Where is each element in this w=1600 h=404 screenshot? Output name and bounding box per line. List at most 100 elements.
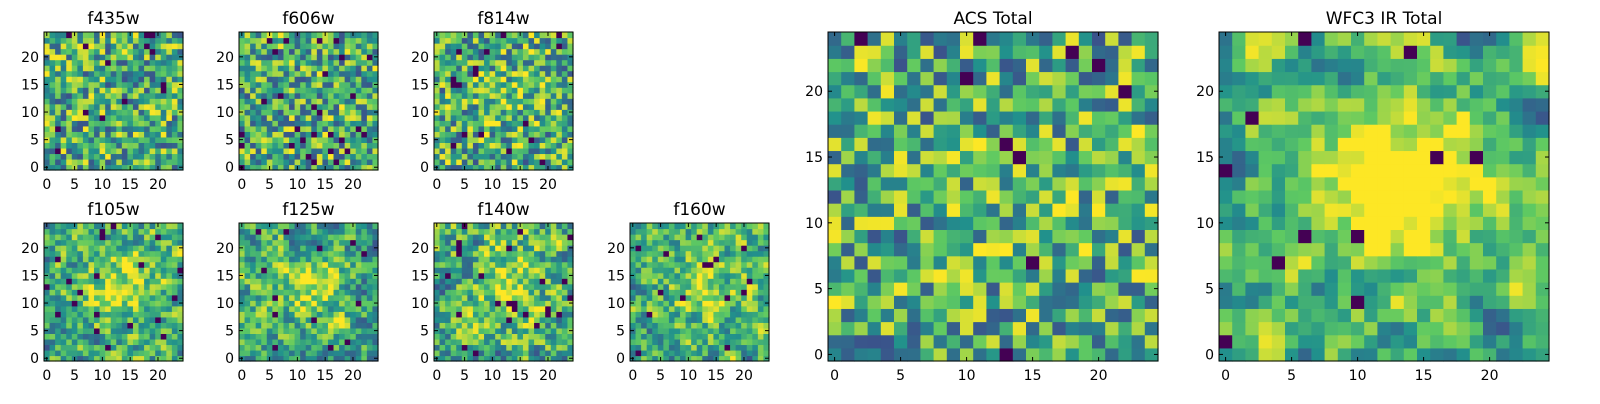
heatmap-cell (960, 243, 974, 257)
heatmap-cell (295, 54, 301, 60)
heatmap-cell (261, 43, 267, 49)
heatmap-cell (55, 339, 61, 345)
heatmap-cell (300, 234, 306, 240)
heatmap-cell (94, 109, 100, 115)
heatmap-cell (350, 76, 356, 82)
heatmap-cell (1026, 269, 1040, 283)
heatmap-cell (669, 256, 675, 262)
heatmap-cell (652, 267, 658, 273)
heatmap-cell (529, 284, 535, 290)
heatmap-cell (172, 289, 178, 295)
heatmap-cell (1052, 164, 1066, 178)
heatmap-cell (501, 76, 507, 82)
heatmap-cell (127, 278, 133, 284)
heatmap-cell (828, 335, 842, 349)
heatmap-cell (361, 339, 367, 345)
heatmap-cell (278, 148, 284, 154)
heatmap-cell (317, 273, 323, 279)
heatmap-cell (289, 82, 295, 88)
heatmap-cell (495, 344, 501, 350)
heatmap-cell (636, 267, 642, 273)
heatmap-cell (245, 322, 251, 328)
heatmap-cell (50, 120, 56, 126)
heatmap-cell (529, 93, 535, 99)
heatmap-cell (127, 322, 133, 328)
heatmap-cell (473, 350, 479, 356)
heatmap-cell (367, 71, 373, 77)
heatmap-cell (328, 153, 334, 159)
heatmap-cell (317, 223, 323, 229)
heatmap-cell (702, 289, 708, 295)
heatmap-cell (283, 284, 289, 290)
heatmap-cell (150, 344, 156, 350)
heatmap-cell (144, 311, 150, 317)
heatmap-cell (562, 120, 568, 126)
heatmap-cell (484, 278, 490, 284)
heatmap-cell (44, 104, 50, 110)
heatmap-cell (440, 295, 446, 301)
heatmap-cell (517, 278, 523, 284)
heatmap-cell (506, 267, 512, 273)
heatmap-cell (94, 262, 100, 268)
heatmap-cell (295, 43, 301, 49)
heatmap-cell (506, 229, 512, 235)
heatmap-cell (517, 350, 523, 356)
heatmap-cell (116, 339, 122, 345)
heatmap-cell (434, 229, 440, 235)
heatmap-cell (501, 126, 507, 132)
heatmap-cell (295, 38, 301, 44)
heatmap-cell (94, 278, 100, 284)
heatmap-cell (367, 131, 373, 137)
heatmap-cell (545, 311, 551, 317)
heatmap-cell (139, 344, 145, 350)
heatmap-cell (83, 333, 89, 339)
heatmap-cell (328, 43, 334, 49)
heatmap-cell (72, 65, 78, 71)
heatmap-cell (339, 54, 345, 60)
heatmap-cell (166, 32, 172, 38)
heatmap-cell (545, 328, 551, 334)
heatmap-cell (127, 289, 133, 295)
heatmap-cell (517, 38, 523, 44)
heatmap-cell (295, 311, 301, 317)
heatmap-cell (245, 234, 251, 240)
heatmap-cell (512, 142, 518, 148)
heatmap-cell (523, 333, 529, 339)
heatmap-cell (245, 256, 251, 262)
heatmap-cell (556, 339, 562, 345)
heatmap-cell (261, 126, 267, 132)
heatmap-cell (736, 333, 742, 339)
heatmap-cell (1092, 164, 1106, 178)
heatmap-cell (256, 300, 262, 306)
heatmap-cell (295, 262, 301, 268)
y-tick-label: 10 (216, 105, 234, 121)
heatmap-cell (752, 245, 758, 251)
heatmap-cell (495, 38, 501, 44)
heatmap-cell (647, 317, 653, 323)
heatmap-cell (473, 306, 479, 312)
heatmap-cell (361, 300, 367, 306)
heatmap-cell (523, 93, 529, 99)
heatmap-cell (239, 159, 245, 165)
heatmap-cell (144, 251, 150, 257)
heatmap-cell (501, 142, 507, 148)
heatmap-cell (267, 120, 273, 126)
heatmap-cell (300, 71, 306, 77)
heatmap-cell (894, 335, 908, 349)
heatmap-cell (467, 131, 473, 137)
heatmap-cell (512, 82, 518, 88)
heatmap-cell (350, 54, 356, 60)
heatmap-cell (440, 65, 446, 71)
heatmap-cell (973, 203, 987, 217)
heatmap-cell (256, 306, 262, 312)
heatmap-cell (267, 82, 273, 88)
heatmap-cell (150, 251, 156, 257)
heatmap-cell (311, 300, 317, 306)
heatmap-cell (306, 223, 312, 229)
heatmap-cell (540, 148, 546, 154)
heatmap-cell (562, 60, 568, 66)
heatmap-cell (116, 256, 122, 262)
heatmap-cell (545, 262, 551, 268)
heatmap-cell (473, 104, 479, 110)
heatmap-cell (658, 322, 664, 328)
